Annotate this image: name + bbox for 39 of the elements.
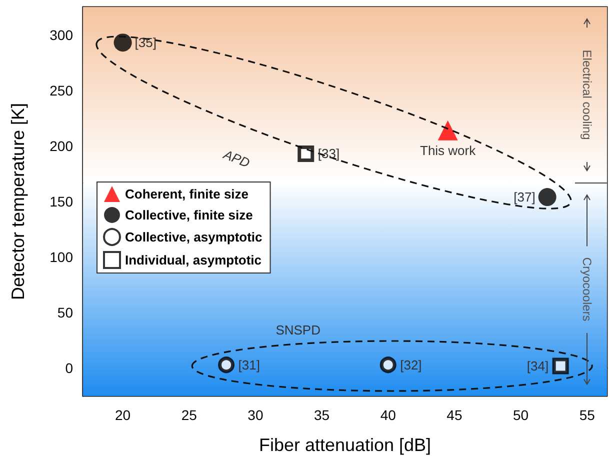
y-tick-label: 150 bbox=[50, 194, 74, 210]
annotation: [31] bbox=[238, 357, 260, 372]
x-tick-label: 25 bbox=[181, 407, 198, 423]
x-tick-label: 55 bbox=[579, 407, 596, 423]
x-tick-label: 20 bbox=[115, 407, 131, 423]
annotation: [32] bbox=[400, 357, 422, 372]
y-tick-label: 100 bbox=[50, 249, 74, 266]
annotation: This work bbox=[420, 142, 476, 158]
point bbox=[552, 358, 569, 374]
point bbox=[298, 145, 314, 162]
band-label: Electrical cooling bbox=[580, 50, 594, 140]
annotation: [34] bbox=[526, 358, 549, 374]
x-tick-label: 30 bbox=[248, 407, 264, 423]
legend-label: Collective, finite size bbox=[125, 208, 253, 222]
legend-label: Coherent, finite size bbox=[125, 186, 249, 202]
y-axis-title: Detector temperature [K] bbox=[8, 102, 28, 300]
annotation: SNSPD bbox=[276, 322, 320, 338]
x-tick-label: 45 bbox=[446, 407, 462, 423]
annotation: [33] bbox=[318, 146, 340, 162]
legend-label: Individual, asymptotic bbox=[125, 252, 262, 268]
point bbox=[114, 34, 132, 52]
legend-label: Collective, asymptotic bbox=[125, 230, 262, 244]
annotation: [35] bbox=[134, 35, 156, 50]
x-tick-label: 40 bbox=[380, 407, 396, 423]
x-axis-title: Fiber attenuation [dB] bbox=[258, 435, 432, 455]
y-tick-label: 50 bbox=[57, 304, 74, 321]
y-tick-label: 250 bbox=[50, 82, 74, 98]
point bbox=[380, 356, 396, 374]
y-tick-label: 0 bbox=[65, 360, 74, 376]
point bbox=[218, 356, 235, 374]
x-tick-label: 50 bbox=[512, 407, 529, 423]
band-label: Cryocoolers bbox=[580, 257, 594, 322]
point bbox=[538, 188, 556, 206]
point bbox=[438, 120, 458, 140]
y-tick-label: 300 bbox=[50, 26, 74, 43]
x-tick-label: 35 bbox=[314, 407, 330, 423]
y-tick-label: 200 bbox=[50, 138, 74, 154]
annotation: APD bbox=[220, 146, 252, 171]
annotation: [37] bbox=[514, 190, 536, 205]
